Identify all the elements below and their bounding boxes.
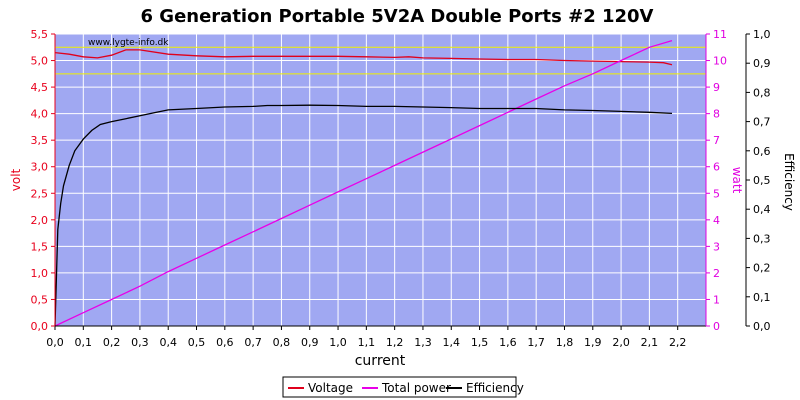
y-left-tick-label: 1,5	[31, 240, 49, 253]
x-tick-label: 0,5	[188, 336, 206, 349]
x-tick-label: 1,7	[527, 336, 545, 349]
y-watt-tick-label: 0	[713, 320, 720, 333]
y-watt-tick-label: 1	[713, 293, 720, 306]
y-watt-tick-label: 4	[713, 214, 720, 227]
x-tick-label: 0,6	[216, 336, 234, 349]
x-tick-label: 0,1	[75, 336, 93, 349]
y-watt-axis-label: watt	[730, 167, 744, 194]
x-tick-label: 1,4	[443, 336, 461, 349]
y-efficiency-tick-label: 0,2	[753, 262, 771, 275]
y-left-tick-label: 0,0	[31, 320, 49, 333]
x-tick-label: 1,0	[329, 336, 347, 349]
y-efficiency-tick-label: 1,0	[753, 28, 771, 41]
y-watt-tick-label: 7	[713, 134, 720, 147]
y-left-tick-label: 3,5	[31, 134, 49, 147]
x-tick-label: 1,3	[414, 336, 432, 349]
y-left-axis-label: volt	[9, 168, 23, 191]
x-tick-labels: 0,0 0,1 0,2 0,3 0,4 0,5 0,6 0,7 0,8 0,9 1,0 1,1 1,2 1…	[46, 336, 686, 349]
legend-box	[282, 376, 517, 398]
grid-lines	[54, 33, 706, 327]
y-watt-tick-label: 11	[713, 28, 727, 41]
y-watt-tick-labels: 0 1 2 3 4 5 6 7 8 9 10 11	[713, 28, 727, 333]
y-left-tick-label: 4,5	[31, 81, 49, 94]
x-tick-label: 0,4	[159, 336, 177, 349]
x-tick-label: 0,9	[301, 336, 319, 349]
y-efficiency-axis-label: Efficiency	[782, 153, 796, 211]
series-line-voltage	[54, 49, 673, 66]
y-efficiency-tick-label: 0,8	[753, 86, 771, 99]
watermark-text: www.lygte-info.dk	[88, 38, 169, 48]
x-tick-label: 1,1	[358, 336, 376, 349]
x-tick-label: 2,1	[641, 336, 659, 349]
x-axis-label: current	[355, 353, 406, 369]
y-watt-tick-label: 9	[713, 81, 720, 94]
y-left-tick-label: 2,0	[31, 214, 49, 227]
y-efficiency-tick-labels: 0,0 0,1 0,2 0,3 0,4 0,5 0,6 0,7 0,8 0,9 1,0	[753, 28, 771, 333]
x-tick-label: 1,8	[556, 336, 574, 349]
y-left-tick-label: 4,0	[31, 108, 49, 121]
chart-title: 6 Generation Portable 5V2A Double Ports …	[141, 6, 654, 27]
x-tick-label: 0,8	[273, 336, 291, 349]
y-left-tick-label: 1,0	[31, 267, 49, 280]
axes	[51, 33, 750, 330]
y-left-tick-label: 5,5	[31, 28, 49, 41]
y-efficiency-tick-label: 0,5	[753, 174, 771, 187]
y-watt-tick-label: 8	[713, 108, 720, 121]
legend-label: Total power	[381, 381, 451, 395]
series-layer	[54, 39, 673, 327]
plot-area	[55, 34, 706, 326]
x-tick-label: 1,6	[499, 336, 517, 349]
x-tick-label: 1,2	[386, 336, 404, 349]
y-left-tick-label: 0,5	[31, 293, 49, 306]
y-efficiency-tick-label: 0,9	[753, 57, 771, 70]
legend-label: Efficiency	[466, 381, 524, 395]
y-left-tick-labels: 0,0 0,5 1,0 1,5 2,0 2,5 3,0 3,5 4,0 4,5 5,0 5,5	[31, 28, 49, 333]
y-watt-tick-label: 5	[713, 187, 720, 200]
y-efficiency-tick-label: 0,7	[753, 116, 771, 129]
y-watt-tick-label: 3	[713, 240, 720, 253]
x-tick-label: 2,0	[612, 336, 630, 349]
y-left-tick-label: 2,5	[31, 187, 49, 200]
y-efficiency-tick-label: 0,0	[753, 320, 771, 333]
y-watt-tick-label: 10	[713, 55, 727, 68]
y-efficiency-tick-label: 0,1	[753, 291, 771, 304]
y-left-tick-label: 5,0	[31, 55, 49, 68]
y-watt-tick-label: 2	[713, 267, 720, 280]
x-tick-label: 0,2	[103, 336, 121, 349]
x-tick-label: 1,5	[471, 336, 489, 349]
reference-lines	[55, 46, 706, 75]
x-tick-label: 1,9	[584, 336, 602, 349]
legend: Voltage Total power Efficiency	[282, 376, 524, 398]
y-efficiency-tick-label: 0,6	[753, 145, 771, 158]
legend-label: Voltage	[308, 381, 353, 395]
series-line-efficiency	[54, 104, 673, 327]
y-efficiency-tick-label: 0,4	[753, 203, 771, 216]
y-left-tick-label: 3,0	[31, 161, 49, 174]
x-tick-label: 2,2	[669, 336, 687, 349]
x-tick-label: 0,0	[46, 336, 64, 349]
y-efficiency-tick-label: 0,3	[753, 232, 771, 245]
x-tick-label: 0,3	[131, 336, 149, 349]
y-watt-tick-label: 6	[713, 161, 720, 174]
series-line-total-power	[54, 39, 673, 327]
x-tick-label: 0,7	[244, 336, 262, 349]
